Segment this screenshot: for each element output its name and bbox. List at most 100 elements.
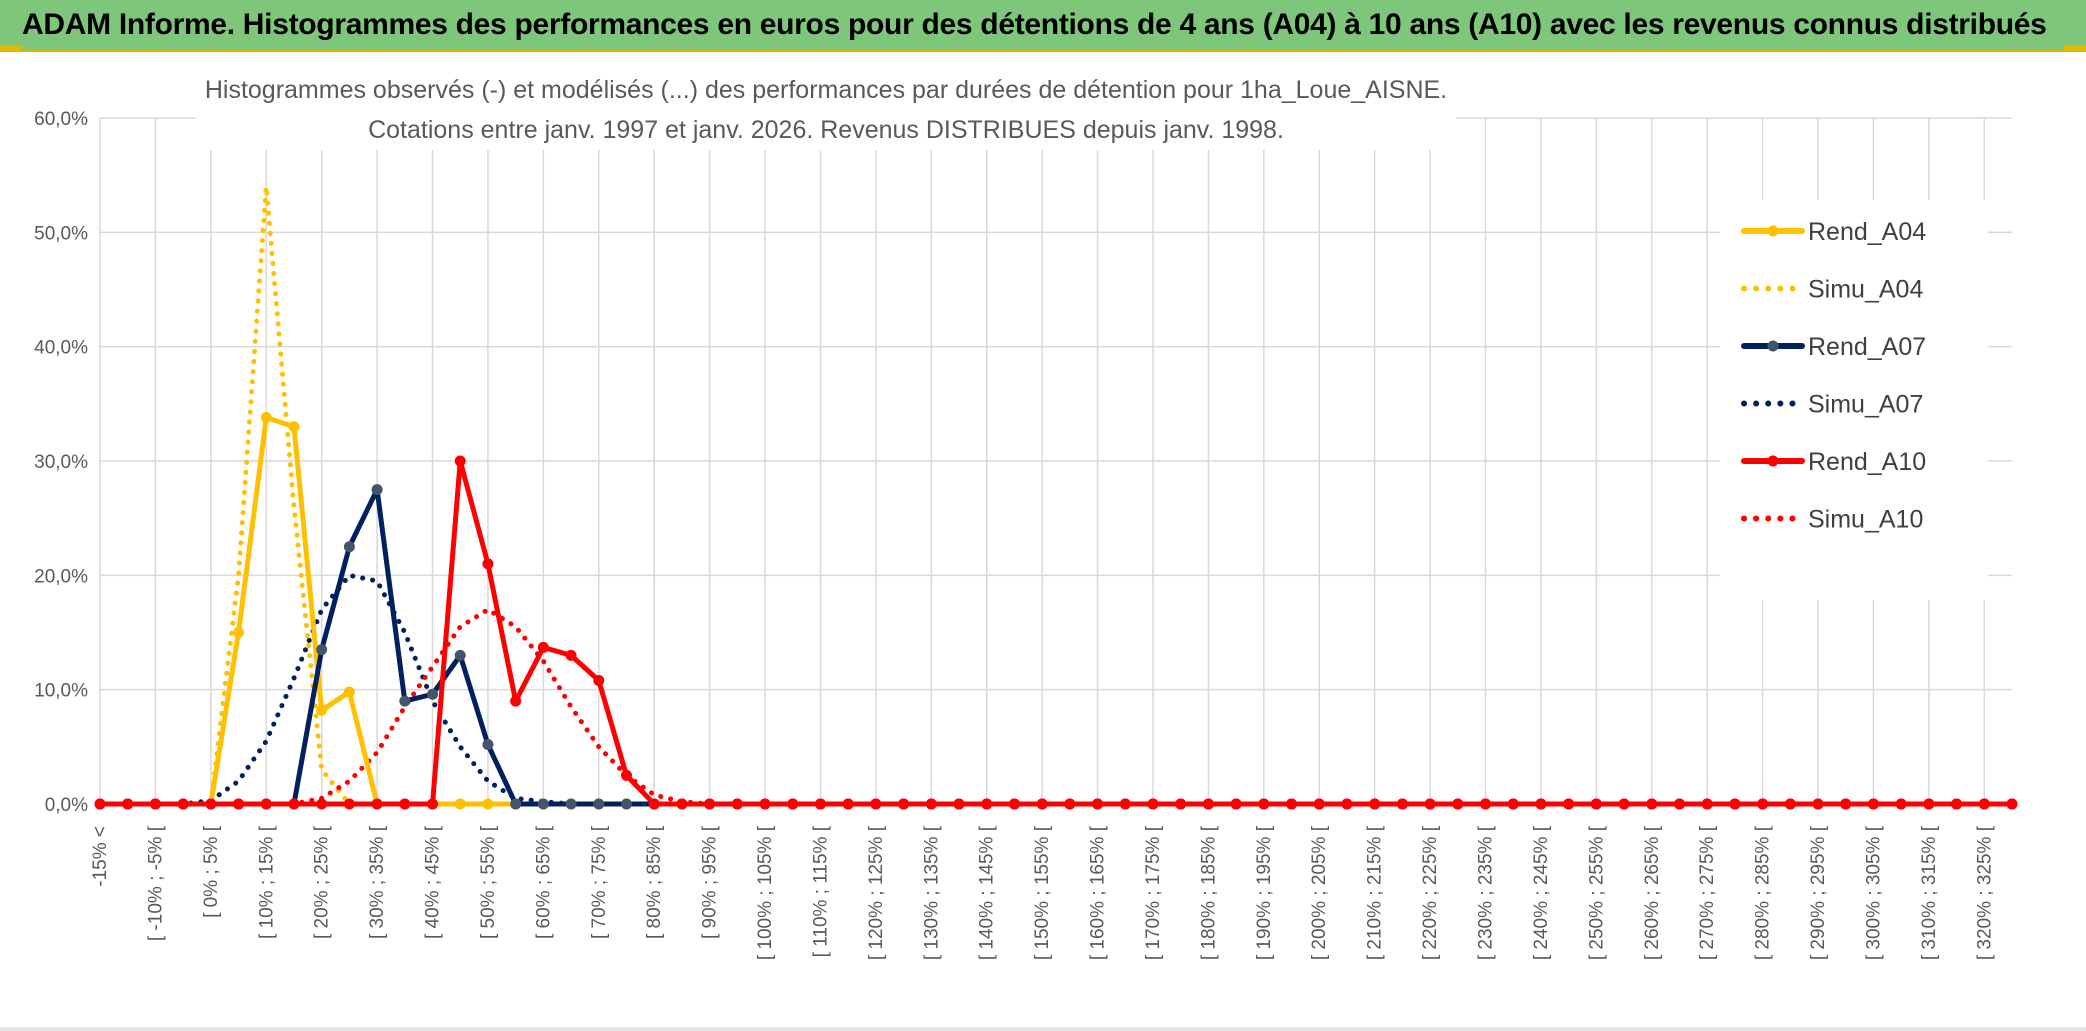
data-point-rend-a07 [316, 644, 328, 656]
data-point-rend-a10 [1978, 798, 1990, 810]
data-point-rend-a10 [1812, 798, 1824, 810]
data-point-rend-a10 [1646, 798, 1658, 810]
x-tick-label: [ 190% ; 195% [ [1254, 825, 1275, 960]
x-tick-label: [ 50% ; 55% [ [478, 825, 499, 939]
y-tick-label: 10,0% [34, 681, 88, 702]
data-point-rend-a10 [1507, 798, 1519, 810]
data-point-rend-a10 [510, 695, 522, 707]
chart-legend: Rend_A04 Simu_A04 Rend_A07 Simu_A07 Rend_A10… [1720, 200, 1988, 600]
x-tick-label: [ 260% ; 265% [ [1642, 825, 1663, 960]
data-point-rend-a10 [925, 798, 937, 810]
data-point-rend-a07 [482, 739, 494, 751]
data-point-rend-a10 [205, 798, 217, 810]
x-tick-label: [ 70% ; 75% [ [589, 825, 610, 939]
data-point-rend-a10 [343, 798, 355, 810]
data-point-rend-a10 [1757, 798, 1769, 810]
legend-label-rend-a04: Rend_A04 [1808, 218, 1926, 246]
data-point-rend-a10 [1119, 798, 1131, 810]
data-point-rend-a10 [1230, 798, 1242, 810]
chart-title-group: Histogrammes observés (-) et modélisés (… [196, 68, 1456, 150]
data-point-rend-a10 [233, 798, 245, 810]
data-point-rend-a10 [759, 798, 771, 810]
x-tick-label: [ 160% ; 165% [ [1088, 825, 1109, 960]
data-point-rend-a07 [593, 798, 605, 810]
legend-label-simu-a10: Simu_A10 [1808, 506, 1923, 534]
data-point-rend-a10 [676, 798, 688, 810]
x-tick-label: [ 250% ; 255% [ [1586, 825, 1607, 960]
data-point-rend-a07 [399, 695, 411, 707]
x-tick-label: [ 300% ; 305% [ [1863, 825, 1884, 960]
x-tick-label: [ 30% ; 35% [ [367, 825, 388, 939]
data-point-rend-a10 [1729, 798, 1741, 810]
data-point-rend-a10 [648, 798, 660, 810]
data-point-rend-a10 [870, 798, 882, 810]
data-point-rend-a10 [1701, 798, 1713, 810]
data-point-rend-a10 [1341, 798, 1353, 810]
chart-title-background [196, 68, 1456, 150]
data-point-rend-a10 [399, 798, 411, 810]
x-tick-label: [ 80% ; 85% [ [644, 825, 665, 939]
data-point-rend-a10 [593, 675, 605, 687]
x-tick-label: [ 0% ; 5% [ [201, 825, 222, 918]
data-point-rend-a10 [1092, 798, 1104, 810]
data-point-rend-a10 [704, 798, 716, 810]
data-point-rend-a10 [1369, 798, 1381, 810]
data-point-rend-a10 [842, 798, 854, 810]
x-tick-label: [ 100% ; 105% [ [755, 825, 776, 960]
series-line-simu-a10 [97, 607, 2015, 807]
data-point-rend-a04 [233, 627, 245, 638]
data-point-rend-a10 [1951, 798, 1963, 810]
legend-marker-rend-a10 [1767, 455, 1779, 467]
report-banner: ADAM Informe. Histogrammes des performan… [0, 0, 2086, 52]
series-layer [94, 184, 2018, 810]
x-axis-ticks: -15% < [ -10% ; -5% [[ 0% ; 5% [[ 10% ; 1… [90, 825, 1995, 960]
data-point-rend-a10 [371, 798, 383, 810]
banner-corner-left [0, 46, 22, 51]
y-tick-label: 20,0% [34, 566, 88, 587]
data-point-rend-a10 [94, 798, 106, 810]
y-tick-label: 40,0% [34, 338, 88, 359]
x-tick-label: [ 200% ; 205% [ [1309, 825, 1330, 960]
x-tick-label: [ 230% ; 235% [ [1476, 825, 1497, 960]
data-point-rend-a10 [953, 798, 965, 810]
data-point-rend-a10 [565, 649, 577, 661]
x-tick-label: [ 120% ; 125% [ [866, 825, 887, 960]
data-point-rend-a10 [1286, 798, 1298, 810]
data-point-rend-a10 [1452, 798, 1464, 810]
x-tick-label: [ 10% ; 15% [ [256, 825, 277, 939]
x-tick-label: [ 90% ; 95% [ [700, 825, 721, 939]
data-point-rend-a10 [981, 798, 993, 810]
data-point-rend-a10 [288, 798, 300, 810]
data-point-rend-a10 [1840, 798, 1852, 810]
x-tick-label: [ -10% ; -5% [ [145, 825, 166, 941]
data-point-rend-a07 [371, 484, 383, 496]
y-tick-label: 30,0% [34, 452, 88, 473]
data-point-rend-a10 [149, 798, 161, 810]
data-point-rend-a10 [898, 798, 910, 810]
data-point-rend-a07 [454, 649, 466, 661]
x-tick-label: [ 310% ; 315% [ [1919, 825, 1940, 960]
data-point-rend-a10 [537, 641, 549, 653]
data-point-rend-a10 [1396, 798, 1408, 810]
x-tick-label: [ 170% ; 175% [ [1143, 825, 1164, 960]
data-point-rend-a04 [482, 798, 494, 810]
data-point-rend-a10 [1618, 798, 1630, 810]
y-tick-label: 50,0% [34, 223, 88, 244]
data-point-rend-a10 [1008, 798, 1020, 810]
data-point-rend-a07 [427, 688, 439, 700]
data-point-rend-a10 [620, 769, 632, 781]
bottom-border [0, 1027, 2086, 1031]
x-tick-label: [ 20% ; 25% [ [312, 825, 333, 939]
series-line-rend-a10 [97, 458, 2015, 807]
legend-marker-rend-a04 [1767, 225, 1779, 237]
chart-title-line-2: Cotations entre janv. 1997 et janv. 2026… [368, 116, 1284, 144]
data-point-rend-a04 [454, 798, 466, 810]
data-point-rend-a10 [1175, 798, 1187, 810]
legend-label-simu-a04: Simu_A04 [1808, 276, 1923, 304]
y-tick-label: 0,0% [45, 795, 88, 816]
data-point-rend-a07 [343, 541, 355, 553]
data-point-rend-a07 [537, 798, 549, 810]
data-point-rend-a10 [1036, 798, 1048, 810]
data-point-rend-a10 [1923, 798, 1935, 810]
data-point-rend-a04 [260, 412, 272, 424]
